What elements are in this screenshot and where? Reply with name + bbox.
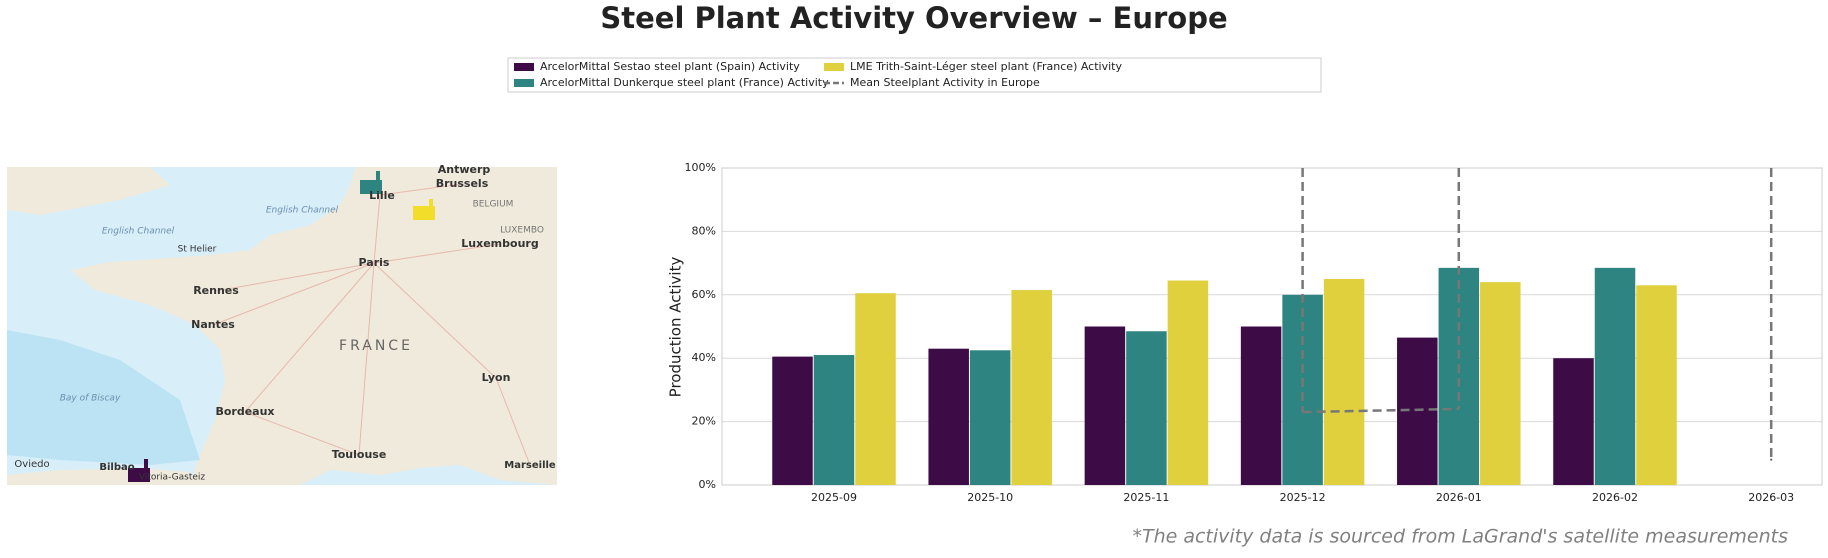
bar	[1240, 326, 1282, 485]
x-tick-label: 2025-09	[811, 491, 857, 504]
bar	[1438, 267, 1480, 485]
map-label: Lyon	[482, 371, 511, 384]
x-tick-label: 2026-01	[1436, 491, 1482, 504]
x-tick-label: 2025-12	[1280, 491, 1326, 504]
x-tick-label: 2026-02	[1592, 491, 1638, 504]
bar	[1126, 331, 1167, 485]
legend-swatch	[514, 79, 534, 87]
map-label: Luxembourg	[461, 237, 538, 250]
map-label: Bay of Biscay	[60, 394, 121, 404]
map-label: Bilbao	[99, 462, 134, 473]
plant-icon	[128, 459, 150, 482]
bar	[772, 356, 813, 485]
map-label: LUXEMBO	[500, 226, 544, 236]
y-tick-label: 80%	[692, 224, 716, 237]
y-tick-label: 40%	[692, 351, 716, 364]
map-label: Lille	[369, 189, 395, 202]
y-tick-label: 100%	[685, 161, 716, 174]
x-tick-label: 2025-11	[1123, 491, 1169, 504]
map-label: English Channel	[102, 227, 175, 237]
map-label: BELGIUM	[473, 200, 514, 210]
bar	[1011, 290, 1052, 485]
map-label: Paris	[359, 256, 390, 269]
bar	[1323, 278, 1365, 485]
map-label: Marseille	[504, 460, 556, 471]
map-label: Nantes	[191, 318, 235, 331]
map-label: Toulouse	[332, 448, 387, 461]
x-tick-label: 2026-03	[1748, 491, 1794, 504]
bar	[855, 293, 896, 485]
plant-icon	[413, 199, 435, 220]
england	[7, 167, 170, 215]
bar	[813, 355, 855, 485]
legend-label: LME Trith-Saint-Léger steel plant (Franc…	[850, 60, 1122, 73]
map-label: Brussels	[436, 177, 489, 190]
france	[70, 167, 557, 485]
x-tick-label: 2025-10	[967, 491, 1013, 504]
mean-line	[1302, 407, 1459, 414]
bar	[1167, 280, 1209, 485]
map-label: Antwerp	[438, 163, 491, 176]
map-label: Vitoria-Gasteiz	[139, 473, 206, 483]
bar	[928, 348, 969, 485]
source-note: *The activity data is sourced from LaGra…	[1132, 526, 1788, 548]
bar	[1084, 326, 1126, 485]
mean-point	[1770, 458, 1773, 461]
map-label: St Helier	[178, 245, 217, 255]
biscay	[7, 330, 200, 465]
roads	[212, 183, 531, 466]
y-tick-label: 20%	[692, 415, 716, 428]
bar	[1594, 267, 1636, 485]
bar	[969, 350, 1011, 485]
map-label: English Channel	[266, 206, 339, 216]
bar	[1636, 285, 1677, 485]
map-label: Bordeaux	[215, 405, 274, 418]
bar	[1480, 282, 1521, 485]
legend-label: ArcelorMittal Sestao steel plant (Spain)…	[540, 60, 800, 73]
spain	[7, 468, 200, 485]
bar	[1397, 337, 1438, 485]
legend-label: ArcelorMittal Dunkerque steel plant (Fra…	[540, 76, 829, 89]
legend-box	[507, 57, 1322, 93]
plant-icon	[360, 171, 382, 194]
legend-label: Mean Steelplant Activity in Europe	[850, 76, 1040, 89]
chart-title: Steel Plant Activity Overview – Europe	[600, 1, 1227, 35]
y-axis-label: Production Activity	[667, 257, 685, 398]
map-label: Oviedo	[14, 459, 49, 470]
y-tick-label: 60%	[692, 288, 716, 301]
bar	[1553, 358, 1594, 485]
y-tick-label: 0%	[699, 478, 716, 491]
legend-swatch	[514, 63, 534, 71]
legend-swatch	[824, 63, 844, 71]
map-label: FRANCE	[339, 338, 413, 354]
map-label: Rennes	[193, 284, 239, 297]
